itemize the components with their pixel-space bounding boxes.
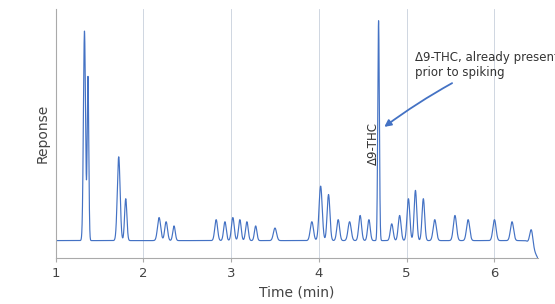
Y-axis label: Reponse: Reponse (36, 104, 50, 163)
Text: Δ9-THC: Δ9-THC (367, 122, 380, 165)
X-axis label: Time (min): Time (min) (259, 286, 335, 300)
Text: Δ9-THC, already present
prior to spiking: Δ9-THC, already present prior to spiking (386, 51, 555, 126)
